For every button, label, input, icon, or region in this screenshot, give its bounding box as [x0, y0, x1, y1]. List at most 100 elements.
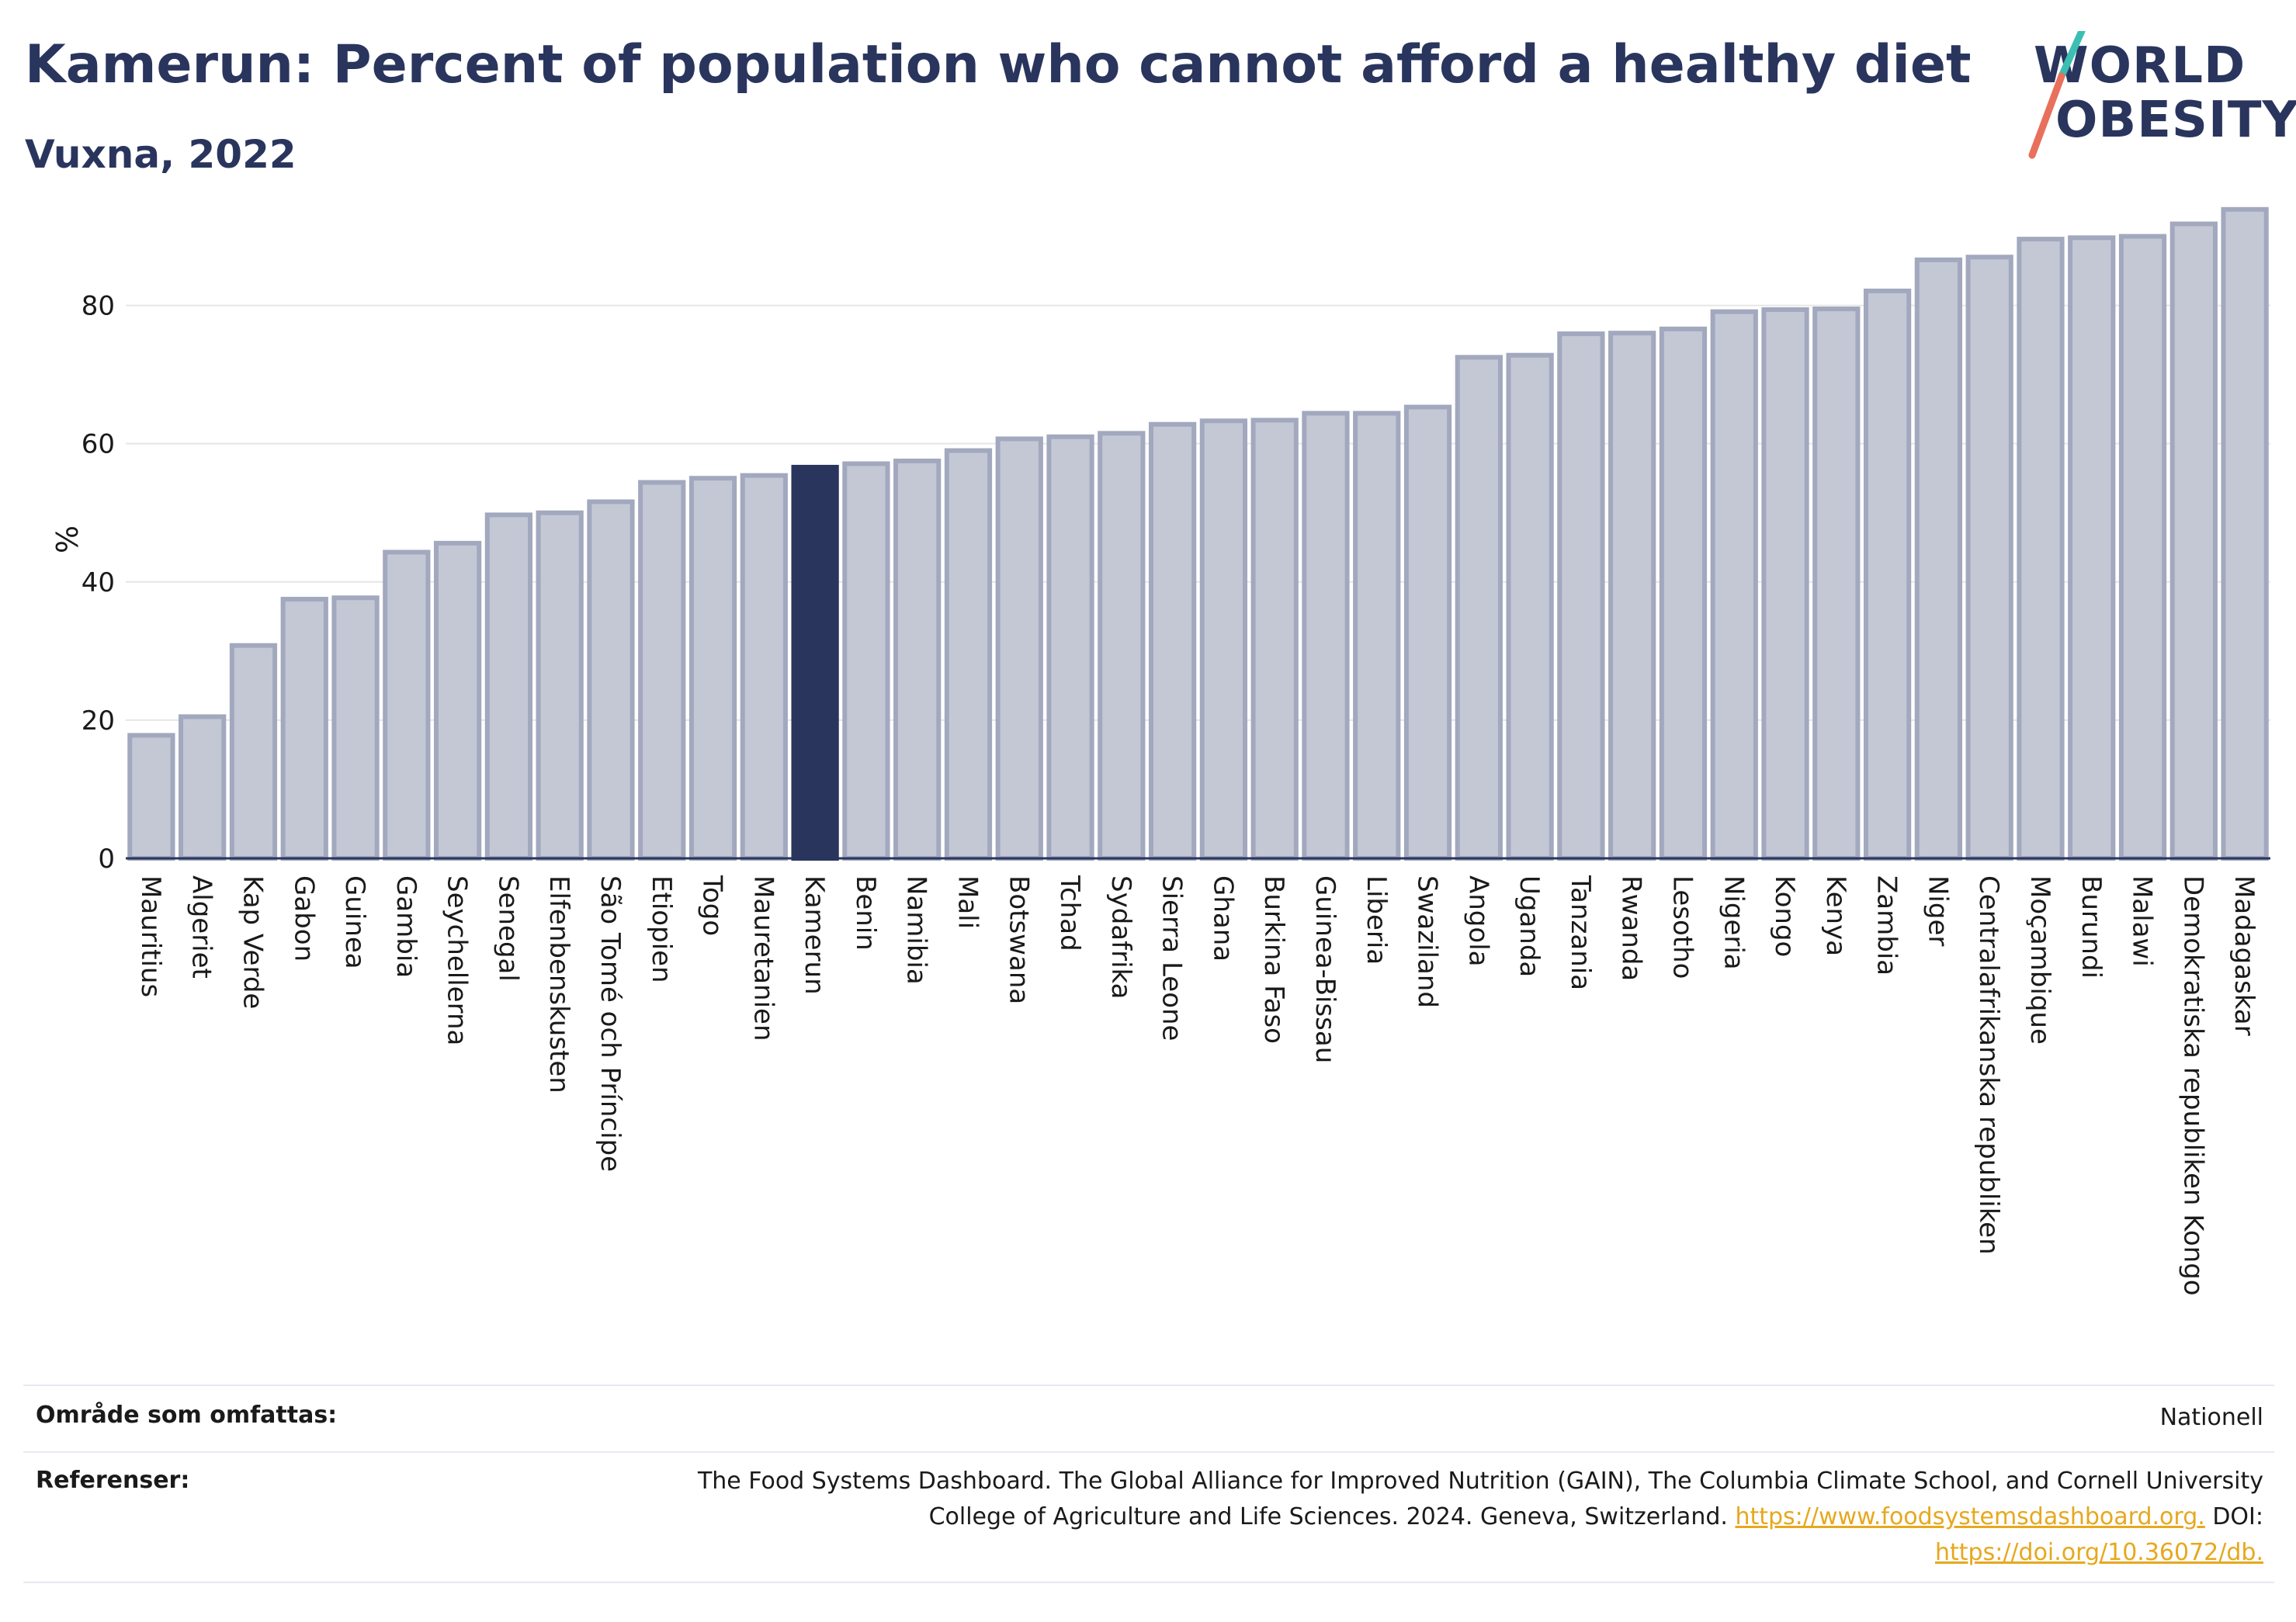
footer: Område som omfattas: Nationell Referense…	[23, 1385, 2274, 1583]
bar	[2221, 206, 2269, 861]
chart-title: Kamerun: Percent of population who canno…	[25, 34, 1972, 95]
x-category-label: Demokratiska republiken Kongo	[2177, 875, 2208, 1296]
x-category-label: Uganda	[1514, 875, 1545, 977]
y-axis-label: %	[49, 525, 83, 553]
bars	[127, 206, 2269, 861]
x-category-label: Gabon	[288, 875, 319, 962]
references-text: The Food Systems Dashboard. The Global A…	[23, 1453, 2274, 1571]
bar	[1812, 307, 1861, 861]
bar	[1965, 255, 2013, 861]
bar	[842, 461, 890, 861]
footer-bottom-divider	[23, 1582, 2274, 1583]
bar	[1659, 326, 1708, 861]
x-category-label: Ghana	[1207, 875, 1238, 962]
x-category-label: Algeriet	[186, 875, 217, 979]
reference-line-1: The Food Systems Dashboard. The Global A…	[697, 1468, 2263, 1495]
x-category-label: Rwanda	[1616, 875, 1647, 981]
bar	[638, 480, 686, 861]
world-obesity-logo: WORLD OBESITY	[2018, 31, 2296, 163]
x-category-label: Kamerun	[799, 875, 830, 995]
x-category-label: Sierra Leone	[1157, 875, 1188, 1041]
x-category-label: Tanzania	[1565, 875, 1596, 990]
bar	[1302, 411, 1350, 861]
y-tick-label: 20	[82, 705, 115, 736]
x-category-label: Liberia	[1361, 875, 1392, 965]
bar	[127, 733, 175, 861]
x-category-label: Kap Verde	[237, 875, 268, 1009]
references-label: Referenser:	[36, 1467, 190, 1494]
bar	[2017, 237, 2065, 861]
x-category-label: Angola	[1462, 875, 1493, 966]
x-category-label: Namibia	[901, 875, 932, 985]
x-category-label: Kongo	[1769, 875, 1800, 957]
dashboard-link[interactable]: https://www.foodsystemsdashboard.org.	[1735, 1503, 2205, 1530]
bar	[1914, 257, 1963, 861]
x-category-label: Mali	[952, 875, 983, 929]
bar	[1199, 418, 1248, 861]
doi-link[interactable]: https://doi.org/10.36072/db.	[1935, 1539, 2263, 1566]
coverage-value: Nationell	[2159, 1404, 2263, 1431]
x-category-label: Elfenbenskusten	[543, 875, 574, 1093]
bar	[1455, 355, 1503, 861]
references-row: Referenser: The Food Systems Dashboard. …	[23, 1451, 2274, 1582]
bar	[1608, 331, 1656, 861]
x-category-label: Guinea	[339, 875, 370, 969]
bar	[1148, 421, 1197, 861]
x-category-label: Burkina Faso	[1258, 875, 1289, 1044]
bar	[2068, 235, 2116, 861]
y-tick-label: 80	[82, 291, 115, 322]
x-category-label: Kenya	[1820, 875, 1851, 956]
bar	[2169, 221, 2218, 861]
bar	[1353, 411, 1401, 861]
x-category-label: Senegal	[492, 875, 523, 982]
bar	[1557, 331, 1605, 861]
x-category-label: Tchad	[1054, 875, 1085, 951]
x-category-labels: Mauritius Algeriet Kap Verde Gabon Guinea Gam…	[135, 875, 2260, 1296]
x-category-label: Moçambique	[2024, 875, 2055, 1045]
x-category-label: Swaziland	[1412, 875, 1443, 1008]
x-category-label: Niger	[1922, 875, 1953, 946]
bar	[740, 473, 788, 861]
bar	[587, 499, 635, 861]
x-category-label: Botswana	[1003, 875, 1034, 1004]
x-category-label: Seychellerna	[442, 875, 473, 1045]
bar	[179, 714, 227, 861]
coverage-row: Område som omfattas: Nationell	[23, 1385, 2274, 1451]
logo-line-2: OBESITY	[2055, 92, 2296, 149]
chart-subtitle: Vuxna, 2022	[25, 132, 297, 177]
bar	[893, 458, 942, 861]
bar	[1046, 434, 1094, 861]
x-category-label: Togo	[697, 875, 728, 936]
bar	[995, 436, 1043, 861]
x-category-label: São Tomé och Príncipe	[595, 875, 626, 1172]
x-category-label: Mauritius	[135, 875, 166, 997]
grid-lines	[126, 304, 2270, 721]
x-category-label: Lesotho	[1667, 875, 1698, 979]
x-category-label: Benin	[850, 875, 881, 951]
y-tick-labels: 0 20 40 60 80	[82, 291, 115, 875]
bar	[484, 512, 533, 861]
x-category-label: Madagaskar	[2228, 875, 2260, 1036]
bar	[1761, 307, 1809, 861]
bar	[688, 476, 737, 861]
bar-chart: 0 20 40 60 80 Mauritius Algeriet Kap Verde Gabo…	[49, 206, 2270, 1296]
bar	[2118, 234, 2167, 861]
x-category-label: Mauretanien	[747, 875, 779, 1041]
x-category-label: Gambia	[390, 875, 421, 978]
x-category-label: Malawi	[2127, 875, 2158, 967]
bar	[536, 510, 584, 861]
bar	[229, 643, 278, 861]
bar	[944, 448, 993, 861]
coverage-label: Område som omfattas:	[36, 1402, 338, 1429]
bar	[1098, 431, 1146, 861]
reference-line-2: College of Agriculture and Life Sciences…	[23, 1499, 2263, 1535]
bar	[1863, 288, 1912, 861]
x-category-label: Nigeria	[1718, 875, 1749, 970]
x-category-label: Sydafrika	[1105, 875, 1136, 999]
bar	[383, 549, 431, 861]
bar	[331, 595, 380, 861]
bar	[433, 540, 482, 861]
x-category-label: Etiopien	[646, 875, 677, 983]
reference-line-2-text: College of Agriculture and Life Sciences…	[928, 1503, 1728, 1530]
logo-slash-icon	[2028, 31, 2086, 159]
